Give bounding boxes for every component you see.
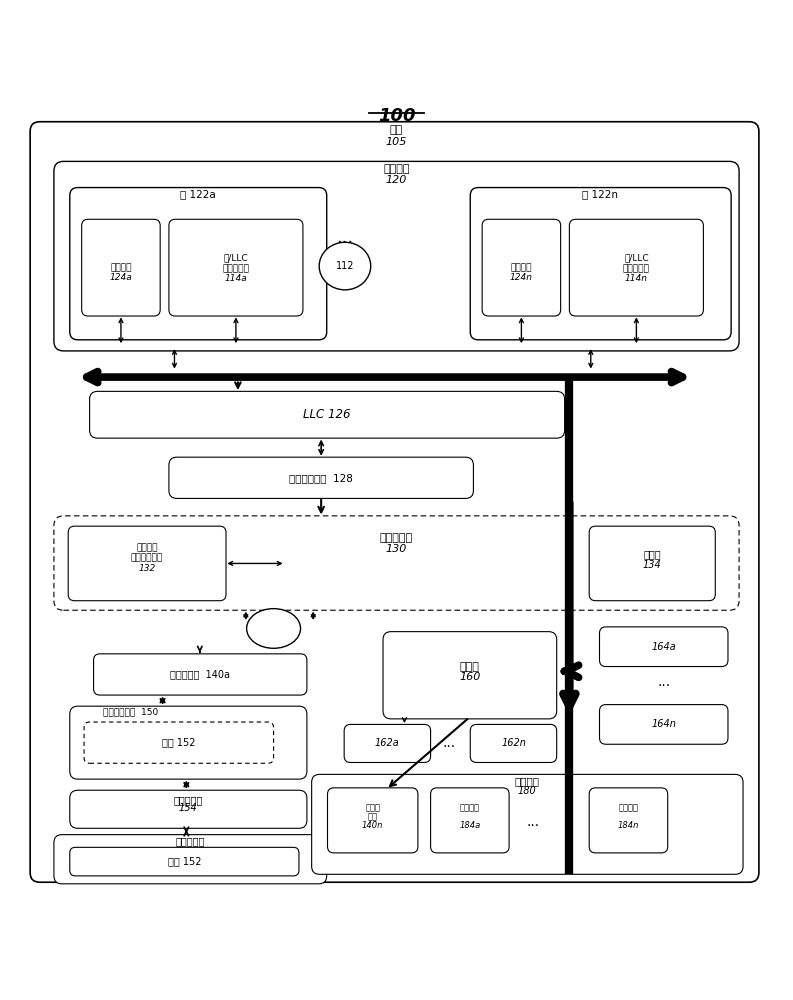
Text: 一致性控制器: 一致性控制器 (131, 553, 163, 562)
Text: 162n: 162n (501, 738, 526, 748)
FancyBboxPatch shape (54, 516, 739, 610)
Text: 184a: 184a (459, 821, 481, 830)
Text: 高速缓存: 高速缓存 (136, 543, 158, 552)
Text: 120: 120 (386, 175, 407, 185)
FancyBboxPatch shape (312, 774, 743, 874)
Text: 目录 152: 目录 152 (162, 738, 196, 748)
FancyBboxPatch shape (169, 457, 473, 498)
FancyBboxPatch shape (70, 847, 299, 876)
Text: 高速缓存: 高速缓存 (619, 803, 638, 812)
Text: 代理: 代理 (368, 812, 377, 821)
FancyBboxPatch shape (70, 188, 327, 340)
Text: 105: 105 (386, 137, 407, 147)
Text: 核 122a: 核 122a (180, 189, 216, 199)
FancyBboxPatch shape (30, 122, 759, 882)
FancyBboxPatch shape (82, 219, 160, 316)
FancyBboxPatch shape (589, 788, 668, 853)
Text: 核/LLC: 核/LLC (224, 254, 248, 263)
Text: 高速缓存: 高速缓存 (511, 263, 532, 272)
FancyBboxPatch shape (383, 632, 557, 719)
FancyBboxPatch shape (600, 627, 728, 667)
Text: 154: 154 (179, 803, 197, 813)
Text: 114n: 114n (625, 274, 648, 283)
FancyBboxPatch shape (169, 219, 303, 316)
Text: 162a: 162a (375, 738, 400, 748)
Text: 系统存储器: 系统存储器 (175, 836, 205, 846)
Text: 存储器: 存储器 (643, 549, 661, 559)
FancyBboxPatch shape (84, 722, 274, 763)
FancyBboxPatch shape (482, 219, 561, 316)
Text: 逻辑设备: 逻辑设备 (515, 777, 540, 787)
Text: 目录 152: 目录 152 (167, 857, 201, 867)
Text: 112: 112 (335, 261, 354, 271)
Text: 高速缓存: 高速缓存 (110, 263, 132, 272)
Text: 114a: 114a (224, 274, 247, 283)
FancyBboxPatch shape (68, 526, 226, 601)
FancyBboxPatch shape (569, 219, 703, 316)
Text: 一致性代理: 一致性代理 (623, 264, 649, 273)
Text: 164a: 164a (651, 642, 676, 652)
FancyBboxPatch shape (90, 391, 565, 438)
Text: 处理单元: 处理单元 (383, 164, 410, 174)
Text: 一致性: 一致性 (366, 803, 380, 812)
FancyBboxPatch shape (344, 724, 431, 762)
Text: ...: ... (657, 675, 670, 689)
Text: 装置: 装置 (390, 125, 403, 135)
Ellipse shape (247, 609, 301, 648)
FancyBboxPatch shape (94, 654, 307, 695)
Text: 高速缓存: 高速缓存 (460, 803, 480, 812)
Text: ...: ... (527, 815, 539, 829)
Text: 一致性结构: 一致性结构 (380, 533, 413, 543)
FancyBboxPatch shape (431, 788, 509, 853)
FancyBboxPatch shape (70, 706, 307, 779)
Text: 134: 134 (643, 560, 661, 570)
FancyBboxPatch shape (328, 788, 418, 853)
FancyBboxPatch shape (54, 835, 327, 884)
Text: 132: 132 (139, 564, 155, 573)
FancyBboxPatch shape (589, 526, 715, 601)
Text: 140n: 140n (362, 821, 383, 830)
FancyBboxPatch shape (470, 188, 731, 340)
Text: 核 122n: 核 122n (582, 189, 619, 199)
FancyBboxPatch shape (470, 724, 557, 762)
Text: 存储器接口: 存储器接口 (174, 795, 203, 805)
Text: 核/LLC: 核/LLC (624, 254, 649, 263)
Text: 存储器控制器  150: 存储器控制器 150 (103, 707, 159, 716)
Text: LLC 126: LLC 126 (304, 408, 351, 421)
Text: ...: ... (442, 736, 455, 750)
FancyBboxPatch shape (54, 161, 739, 351)
Text: 184n: 184n (618, 821, 639, 830)
Text: 100: 100 (377, 107, 416, 125)
Text: 160: 160 (459, 672, 481, 682)
Ellipse shape (319, 242, 370, 290)
FancyBboxPatch shape (600, 705, 728, 744)
Text: 124n: 124n (510, 273, 533, 282)
Text: 高速缓存代理  128: 高速缓存代理 128 (289, 473, 353, 483)
Text: 164n: 164n (651, 719, 676, 729)
FancyBboxPatch shape (70, 790, 307, 828)
Text: 路由器: 路由器 (460, 662, 480, 672)
Text: 136: 136 (264, 623, 283, 633)
Text: ...: ... (336, 229, 354, 247)
Text: 130: 130 (386, 544, 407, 554)
Text: 124a: 124a (109, 273, 132, 282)
Text: 一致性代理  140a: 一致性代理 140a (170, 669, 230, 679)
Text: 一致性代理: 一致性代理 (223, 264, 249, 273)
Text: 180: 180 (518, 786, 537, 796)
